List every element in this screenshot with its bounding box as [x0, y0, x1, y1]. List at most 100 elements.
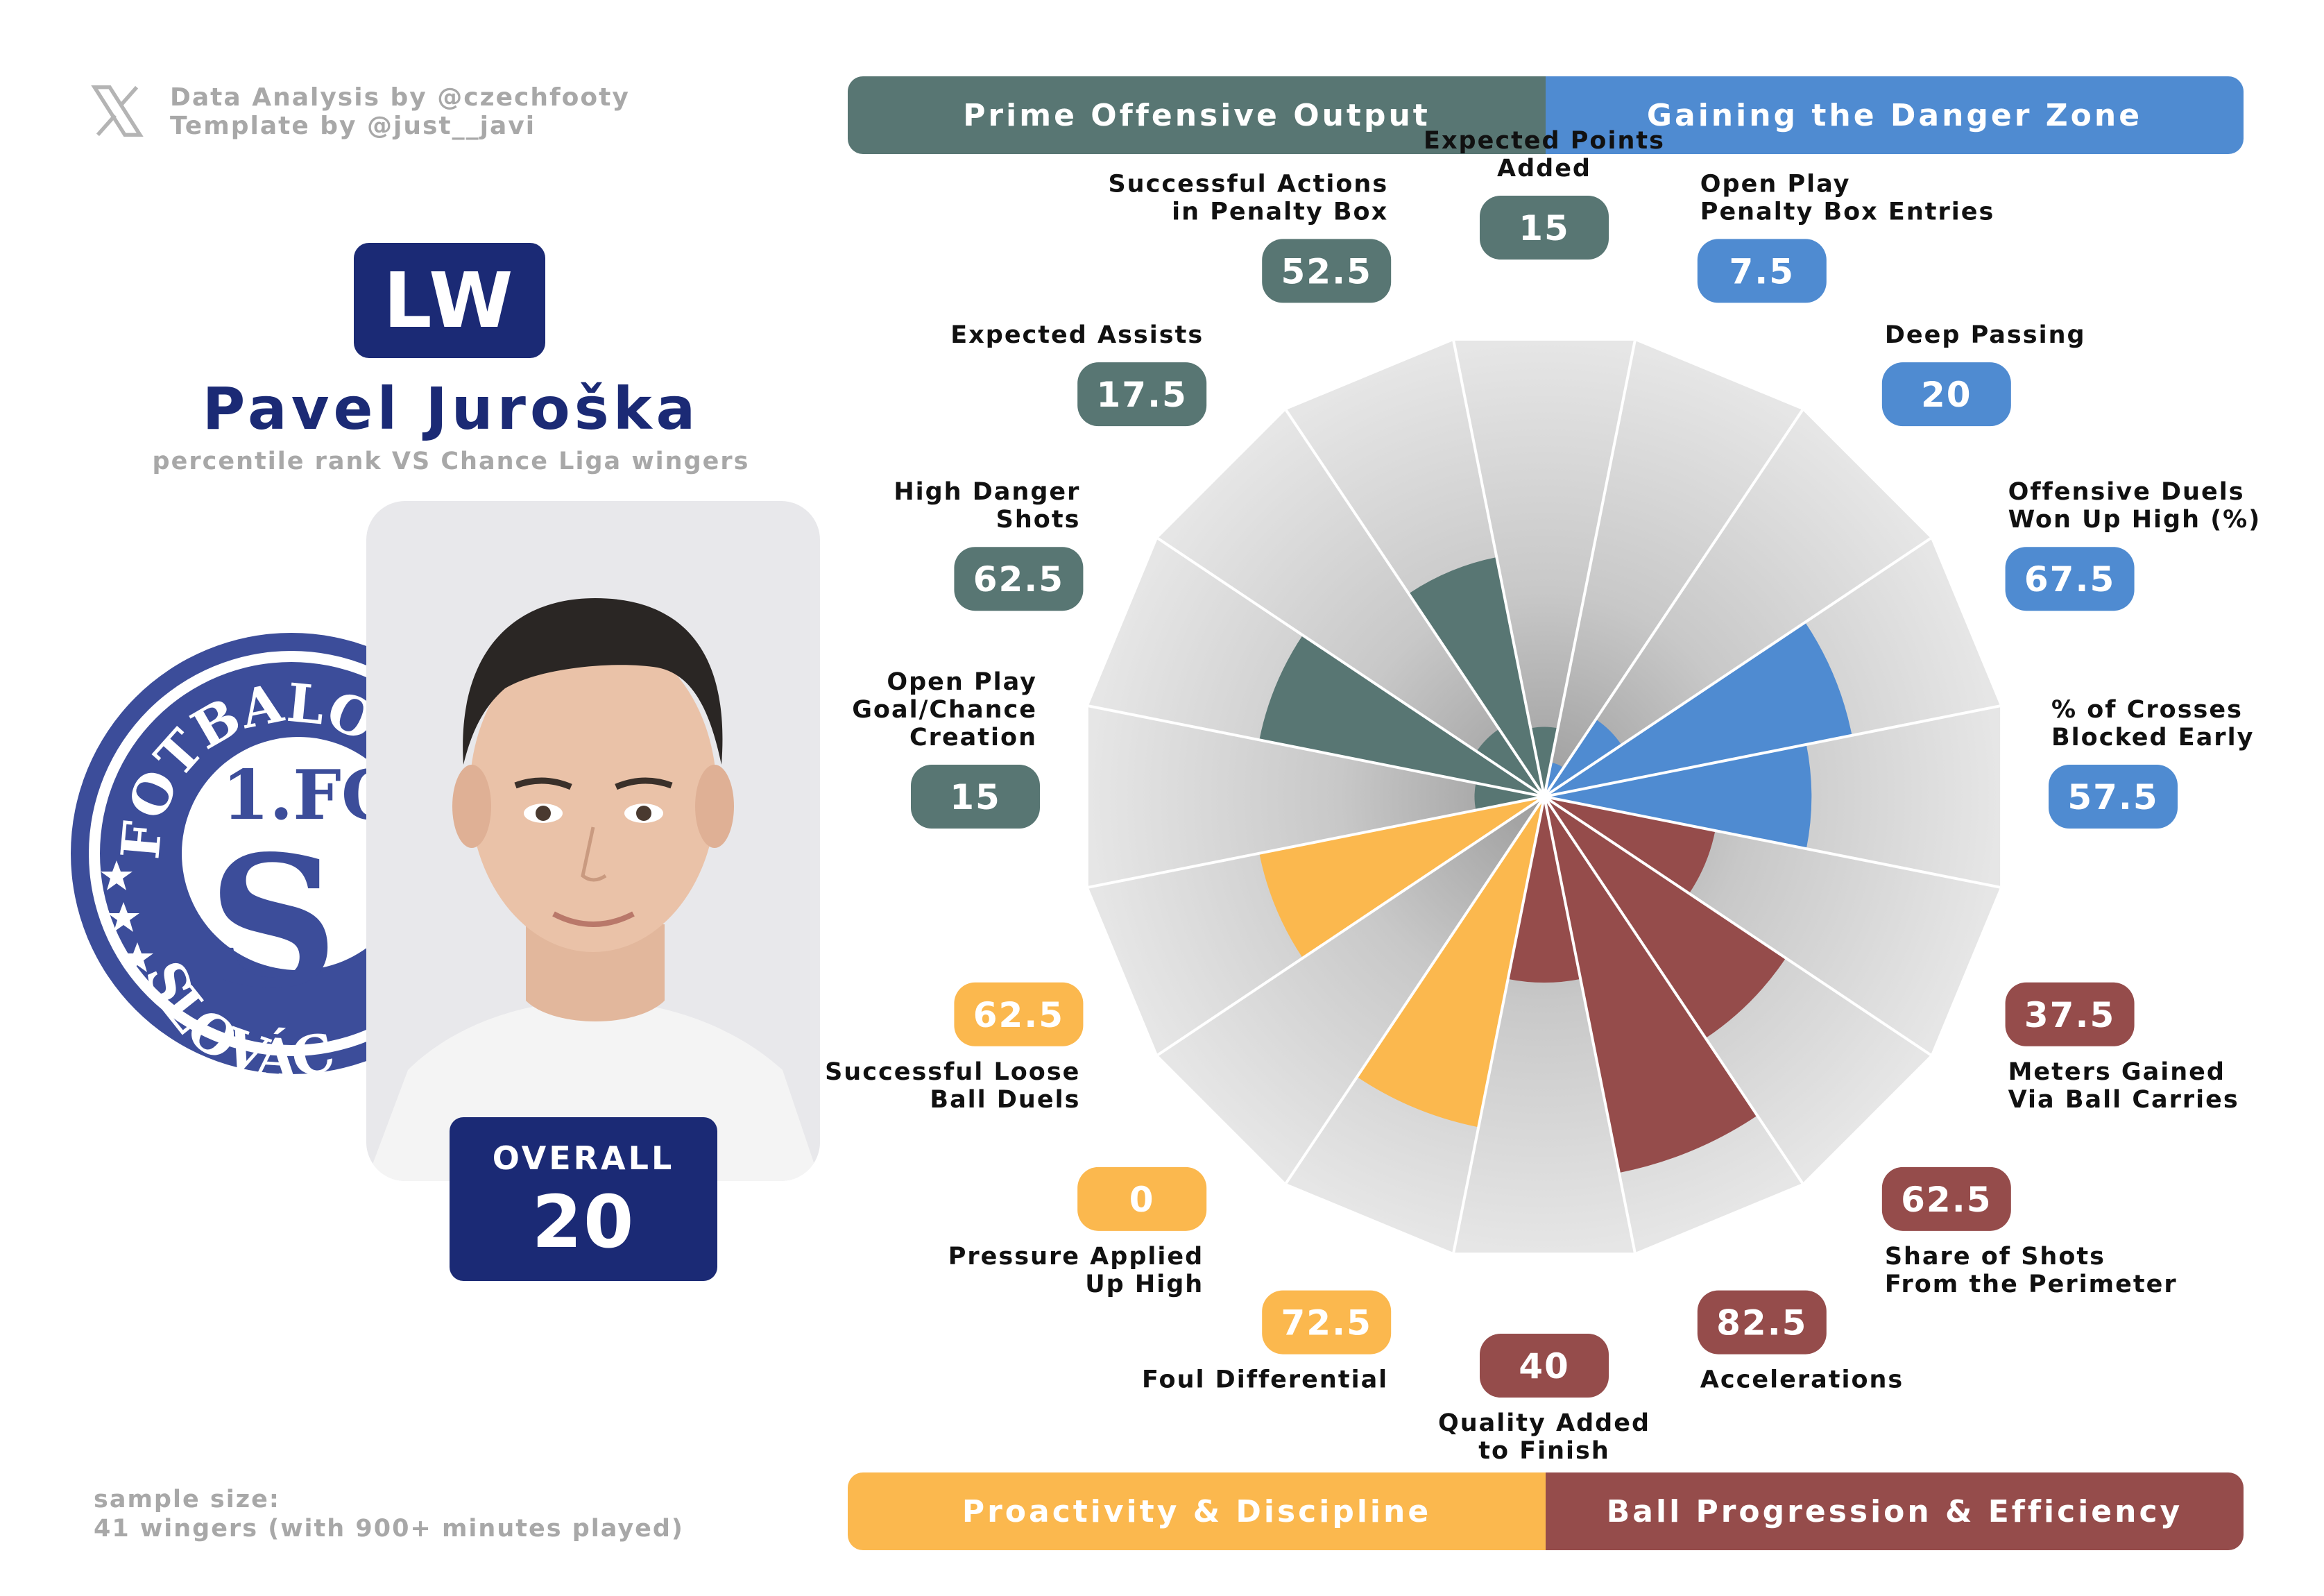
category-ball-progression-efficiency: Ball Progression & Efficiency	[1546, 1472, 2244, 1550]
position-badge: LW	[354, 243, 545, 358]
grid-spoke	[1543, 796, 1637, 1253]
value-open-play-penalty-box-entries: 7.5	[1729, 251, 1795, 291]
grid-spoke	[1543, 409, 1804, 798]
value-open-play-goal-chance-creation: 15	[950, 777, 1001, 817]
label-deep-passing: Deep Passing	[1885, 321, 2086, 349]
label-accelerations: Accelerations	[1700, 1366, 1904, 1394]
value-expected-points-added: 15	[1519, 208, 1570, 248]
wedge-high-danger-shots	[1259, 635, 1544, 797]
grid-spoke	[1156, 795, 1546, 1056]
value-pill-of-crosses-blocked-early	[2049, 765, 2178, 829]
wedge-foul-differential	[1357, 797, 1544, 1128]
grid-spoke	[1543, 340, 1637, 797]
value-pill-open-play-goal-chance-creation	[911, 765, 1040, 829]
grid-spoke	[1156, 537, 1546, 798]
label-successful-loose-ball-duels: Successful Loose Ball Duels	[825, 1058, 1080, 1114]
category-prime-offensive-output: Prime Offensive Output	[848, 76, 1546, 154]
label-open-play-goal-chance-creation: Open Play Goal/Chance Creation	[852, 668, 1037, 752]
category-gaining-danger-zone: Gaining the Danger Zone	[1546, 76, 2244, 154]
value-meters-gained-via-ball-carries: 37.5	[2024, 995, 2115, 1035]
value-pill-pressure-applied-up-high	[1077, 1166, 1207, 1231]
category-proactivity-discipline: Proactivity & Discipline	[848, 1472, 1546, 1550]
wedge-of-crosses-blocked-early	[1544, 744, 1812, 849]
value-pill-accelerations	[1697, 1290, 1827, 1355]
credit-analysis: Data Analysis by @czechfooty	[170, 83, 630, 112]
grid-spoke	[1285, 795, 1546, 1185]
label-expected-points-added: Expected Points Added	[1424, 127, 1665, 182]
value-deep-passing: 20	[1921, 375, 1972, 415]
label-of-crosses-blocked-early: % of Crosses Blocked Early	[2051, 696, 2254, 752]
credits: Data Analysis by @czechfooty Template by…	[170, 83, 630, 140]
label-successful-actions-in-penalty-box: Successful Actions in Penalty Box	[1108, 170, 1388, 226]
sample-size: sample size: 41 wingers (with 900+ minut…	[94, 1485, 684, 1543]
label-open-play-penalty-box-entries: Open Play Penalty Box Entries	[1700, 170, 1995, 226]
value-pill-meters-gained-via-ball-carries	[2005, 982, 2135, 1046]
grid-spoke	[1452, 796, 1546, 1253]
value-pill-offensive-duels-won-up-high	[2005, 547, 2135, 611]
player-name: Pavel Juroška	[202, 375, 700, 443]
wedge-successful-loose-ball-duels	[1259, 797, 1544, 958]
wedge-successful-actions-in-penalty-box	[1408, 557, 1544, 797]
wedge-quality-added-to-finish	[1507, 797, 1581, 983]
value-accelerations: 82.5	[1716, 1303, 1807, 1343]
wedge-deep-passing	[1544, 719, 1622, 797]
label-quality-added-to-finish: Quality Added to Finish	[1438, 1409, 1650, 1465]
grid-spoke	[1285, 409, 1546, 798]
club-inner-text: 1.FC	[222, 756, 388, 835]
value-pill-expected-points-added	[1480, 196, 1609, 260]
value-pill-foul-differential	[1262, 1290, 1392, 1355]
wedge-share-of-shots-from-the-perimeter	[1544, 797, 1786, 1039]
sample-size-title: sample size:	[94, 1486, 280, 1513]
x-logo-icon	[91, 85, 144, 137]
value-pill-expected-assists	[1077, 362, 1207, 427]
label-foul-differential: Foul Differential	[1142, 1366, 1388, 1394]
grid-spoke	[1543, 795, 1932, 1056]
label-offensive-duels-won-up-high: Offensive Duels Won Up High (%)	[2008, 478, 2262, 534]
value-pill-deep-passing	[1881, 362, 2011, 427]
value-pill-open-play-penalty-box-entries	[1697, 239, 1827, 303]
grid-spoke	[1452, 340, 1546, 797]
value-pill-successful-actions-in-penalty-box	[1262, 239, 1392, 303]
value-foul-differential: 72.5	[1281, 1303, 1372, 1343]
value-share-of-shots-from-the-perimeter: 62.5	[1901, 1180, 1992, 1220]
value-expected-assists: 17.5	[1096, 375, 1187, 415]
wedge-open-play-goal-chance-creation	[1474, 783, 1544, 810]
overall-value: 20	[531, 1180, 635, 1264]
credit-template: Template by @just__javi	[170, 112, 536, 140]
wedge-accelerations	[1544, 797, 1758, 1173]
value-pressure-applied-up-high: 0	[1129, 1180, 1155, 1220]
grid-spoke	[1543, 795, 1804, 1185]
club-stars	[101, 860, 153, 972]
grid-spoke	[1544, 704, 2001, 798]
label-share-of-shots-from-the-perimeter: Share of Shots From the Perimeter	[1885, 1243, 2178, 1298]
value-high-danger-shots: 62.5	[973, 559, 1064, 600]
wedge-expected-points-added	[1530, 727, 1558, 797]
value-pill-quality-added-to-finish	[1480, 1334, 1609, 1398]
value-successful-loose-ball-duels: 62.5	[973, 995, 1064, 1035]
label-meters-gained-via-ball-carries: Meters Gained Via Ball Carries	[2008, 1058, 2239, 1114]
value-quality-added-to-finish: 40	[1519, 1346, 1570, 1386]
club-letter: S	[208, 817, 339, 1028]
grid-spoke	[1088, 795, 1545, 889]
grid-spoke	[1088, 704, 1545, 798]
club-logo: FOTBALOVÝ SLOVÁC 1.FC S	[71, 633, 388, 1079]
value-pill-successful-loose-ball-duels	[954, 982, 1084, 1046]
label-expected-assists: Expected Assists	[950, 321, 1204, 349]
wedge-expected-assists	[1476, 729, 1544, 797]
value-pill-high-danger-shots	[954, 547, 1084, 611]
grid-spoke	[1543, 537, 1932, 798]
value-of-crosses-blocked-early: 57.5	[2067, 777, 2158, 817]
wedge-meters-gained-via-ball-carries	[1544, 797, 1716, 894]
label-high-danger-shots: High Danger Shots	[894, 478, 1080, 534]
wedge-offensive-duels-won-up-high	[1544, 622, 1852, 797]
grid-spoke	[1544, 795, 2001, 889]
value-successful-actions-in-penalty-box: 52.5	[1281, 251, 1372, 291]
overall-badge: OVERALL 20	[450, 1117, 717, 1281]
value-pill-share-of-shots-from-the-perimeter	[1881, 1166, 2011, 1231]
sample-size-detail: 41 wingers (with 900+ minutes played)	[94, 1515, 684, 1543]
overall-label: OVERALL	[492, 1139, 675, 1177]
value-offensive-duels-won-up-high: 67.5	[2024, 559, 2115, 600]
label-pressure-applied-up-high: Pressure Applied Up High	[948, 1243, 1204, 1298]
subtitle: percentile rank VS Chance Liga wingers	[152, 448, 750, 475]
